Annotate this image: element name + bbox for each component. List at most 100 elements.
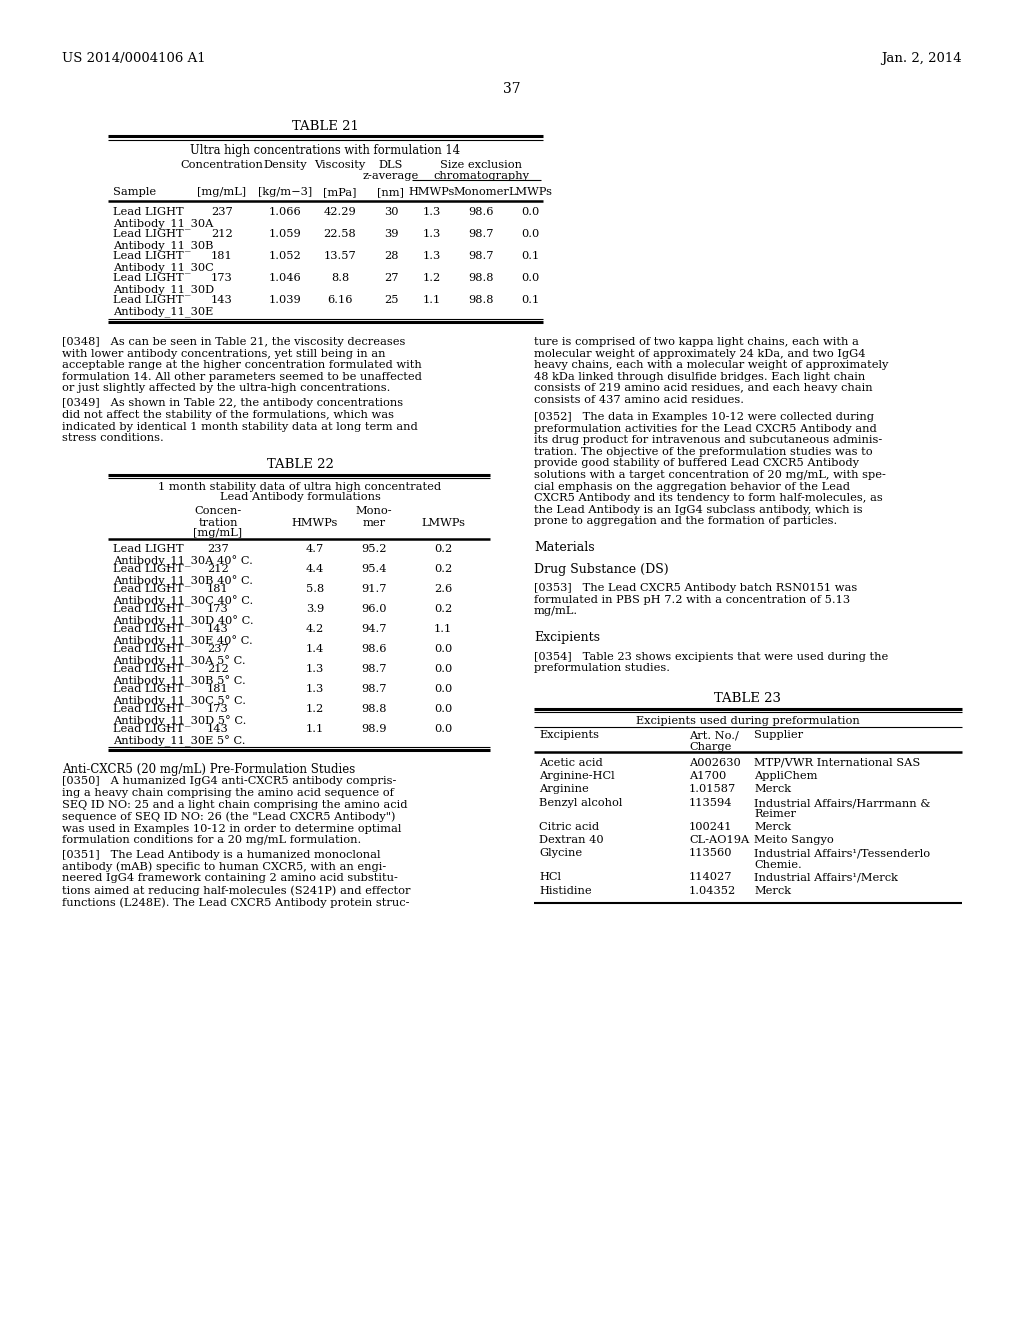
Text: Lead LIGHT: Lead LIGHT	[113, 605, 183, 615]
Text: Antibody_11_30A 5° C.: Antibody_11_30A 5° C.	[113, 656, 246, 667]
Text: 0.1: 0.1	[521, 251, 539, 261]
Text: Charge: Charge	[689, 742, 731, 751]
Text: 143: 143	[207, 624, 229, 635]
Text: 95.2: 95.2	[361, 544, 387, 554]
Text: 3.9: 3.9	[306, 605, 325, 615]
Text: [0348]   As can be seen in Table 21, the viscosity decreases
with lower antibody: [0348] As can be seen in Table 21, the v…	[62, 337, 422, 393]
Text: 0.0: 0.0	[434, 685, 453, 694]
Text: Lead LIGHT: Lead LIGHT	[113, 544, 183, 554]
Text: Lead LIGHT: Lead LIGHT	[113, 644, 183, 655]
Text: Art. No./: Art. No./	[689, 730, 739, 741]
Text: HCl: HCl	[539, 873, 561, 882]
Text: Antibody_11_30D 40° C.: Antibody_11_30D 40° C.	[113, 615, 254, 627]
Text: 1.1: 1.1	[434, 624, 453, 635]
Text: 1.1: 1.1	[306, 725, 325, 734]
Text: 0.2: 0.2	[434, 544, 453, 554]
Text: 1.4: 1.4	[306, 644, 325, 655]
Text: 181: 181	[211, 251, 232, 261]
Text: Monomer: Monomer	[453, 187, 509, 197]
Text: 1 month stability data of ultra high concentrated: 1 month stability data of ultra high con…	[159, 483, 441, 492]
Text: Merck: Merck	[754, 784, 791, 795]
Text: Lead LIGHT: Lead LIGHT	[113, 273, 183, 282]
Text: Antibody_11_30D 5° C.: Antibody_11_30D 5° C.	[113, 715, 247, 727]
Text: Lead LIGHT: Lead LIGHT	[113, 228, 183, 239]
Text: 98.7: 98.7	[361, 664, 387, 675]
Text: 98.6: 98.6	[468, 207, 494, 216]
Text: US 2014/0004106 A1: US 2014/0004106 A1	[62, 51, 206, 65]
Text: 1.066: 1.066	[268, 207, 301, 216]
Text: 1.052: 1.052	[268, 251, 301, 261]
Text: Lead LIGHT: Lead LIGHT	[113, 705, 183, 714]
Text: 1.2: 1.2	[423, 273, 441, 282]
Text: A002630: A002630	[689, 758, 740, 767]
Text: Jan. 2, 2014: Jan. 2, 2014	[882, 51, 962, 65]
Text: Antibody_11_30E: Antibody_11_30E	[113, 306, 213, 317]
Text: Drug Substance (DS): Drug Substance (DS)	[534, 564, 669, 576]
Text: 173: 173	[207, 705, 229, 714]
Text: Merck: Merck	[754, 886, 791, 895]
Text: [0354]   Table 23 shows excipients that were used during the
preformulation stud: [0354] Table 23 shows excipients that we…	[534, 652, 888, 673]
Text: 98.8: 98.8	[468, 273, 494, 282]
Text: Industrial Affairs/Harrmann &: Industrial Affairs/Harrmann &	[754, 799, 931, 808]
Text: 13.57: 13.57	[324, 251, 356, 261]
Text: 2.6: 2.6	[434, 585, 453, 594]
Text: CL-AO19A: CL-AO19A	[689, 836, 750, 845]
Text: 0.0: 0.0	[434, 725, 453, 734]
Text: 1.039: 1.039	[268, 294, 301, 305]
Text: 212: 212	[211, 228, 232, 239]
Text: 95.4: 95.4	[361, 565, 387, 574]
Text: 181: 181	[207, 585, 229, 594]
Text: 0.1: 0.1	[521, 294, 539, 305]
Text: 0.0: 0.0	[521, 273, 539, 282]
Text: Lead LIGHT: Lead LIGHT	[113, 585, 183, 594]
Text: Antibody_11_30A 40° C.: Antibody_11_30A 40° C.	[113, 556, 253, 568]
Text: Excipients: Excipients	[539, 730, 599, 741]
Text: 98.6: 98.6	[361, 644, 387, 655]
Text: 212: 212	[207, 664, 229, 675]
Text: 237: 237	[207, 544, 229, 554]
Text: mer: mer	[362, 517, 386, 528]
Text: [mg/mL]: [mg/mL]	[198, 187, 247, 197]
Text: 1.1: 1.1	[423, 294, 441, 305]
Text: 5.8: 5.8	[306, 585, 325, 594]
Text: Histidine: Histidine	[539, 886, 592, 895]
Text: HMWPs: HMWPs	[409, 187, 456, 197]
Text: 212: 212	[207, 565, 229, 574]
Text: 0.0: 0.0	[434, 705, 453, 714]
Text: Concentration: Concentration	[180, 160, 263, 170]
Text: Benzyl alcohol: Benzyl alcohol	[539, 799, 623, 808]
Text: TABLE 22: TABLE 22	[266, 458, 334, 471]
Text: Anti-CXCR5 (20 mg/mL) Pre-Formulation Studies: Anti-CXCR5 (20 mg/mL) Pre-Formulation St…	[62, 763, 355, 776]
Text: TABLE 23: TABLE 23	[715, 693, 781, 705]
Text: 0.0: 0.0	[434, 664, 453, 675]
Text: 143: 143	[211, 294, 232, 305]
Text: [mg/mL]: [mg/mL]	[194, 528, 243, 539]
Text: [0353]   The Lead CXCR5 Antibody batch RSN0151 was
formulated in PBS pH 7.2 with: [0353] The Lead CXCR5 Antibody batch RSN…	[534, 583, 857, 616]
Text: [0352]   The data in Examples 10-12 were collected during
preformulation activit: [0352] The data in Examples 10-12 were c…	[534, 412, 886, 527]
Text: chromatography: chromatography	[433, 172, 529, 181]
Text: 25: 25	[384, 294, 398, 305]
Text: [0351]   The Lead Antibody is a humanized monoclonal
antibody (mAB) specific to : [0351] The Lead Antibody is a humanized …	[62, 850, 411, 908]
Text: Concen-: Concen-	[195, 507, 242, 516]
Text: Reimer: Reimer	[754, 809, 796, 818]
Text: Lead LIGHT: Lead LIGHT	[113, 251, 183, 261]
Text: 1.3: 1.3	[423, 228, 441, 239]
Text: 0.0: 0.0	[521, 207, 539, 216]
Text: [0350]   A humanized IgG4 anti-CXCR5 antibody compris-
ing a heavy chain compris: [0350] A humanized IgG4 anti-CXCR5 antib…	[62, 776, 408, 845]
Text: 0.2: 0.2	[434, 605, 453, 615]
Text: 113560: 113560	[689, 849, 732, 858]
Text: [kg/m−3]: [kg/m−3]	[258, 187, 312, 197]
Text: 143: 143	[207, 725, 229, 734]
Text: A1700: A1700	[689, 771, 726, 781]
Text: 96.0: 96.0	[361, 605, 387, 615]
Text: Acetic acid: Acetic acid	[539, 758, 603, 767]
Text: Antibody_11_30E 40° C.: Antibody_11_30E 40° C.	[113, 635, 253, 647]
Text: 1.01587: 1.01587	[689, 784, 736, 795]
Text: 173: 173	[211, 273, 232, 282]
Text: 98.7: 98.7	[468, 228, 494, 239]
Text: 1.046: 1.046	[268, 273, 301, 282]
Text: Supplier: Supplier	[754, 730, 803, 741]
Text: [0349]   As shown in Table 22, the antibody concentrations
did not affect the st: [0349] As shown in Table 22, the antibod…	[62, 399, 418, 444]
Text: 98.7: 98.7	[468, 251, 494, 261]
Text: 98.8: 98.8	[361, 705, 387, 714]
